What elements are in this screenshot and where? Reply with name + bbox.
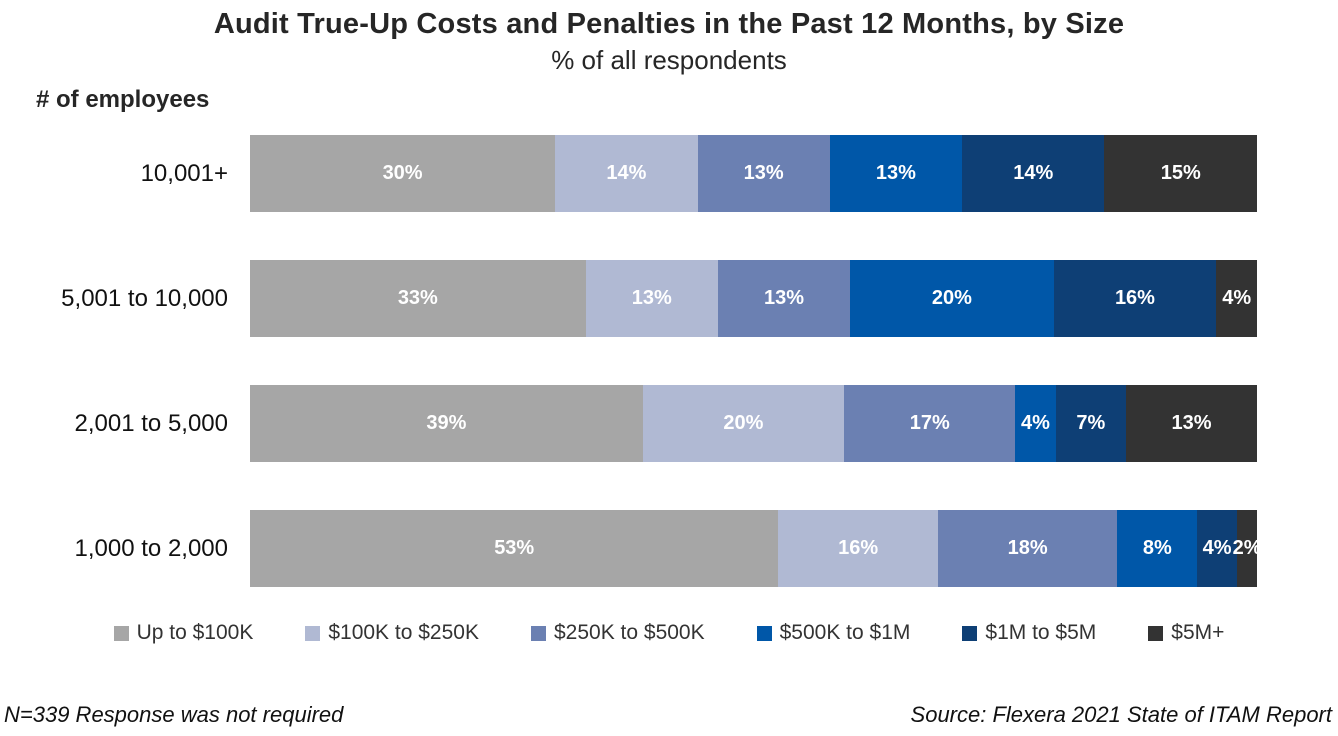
legend-swatch-icon bbox=[1148, 625, 1164, 641]
bar-segment: 13% bbox=[829, 135, 963, 212]
bar-segment: 4% bbox=[1197, 510, 1238, 587]
legend-item: Up to $100K bbox=[113, 621, 254, 645]
bar-segment: 13% bbox=[585, 260, 718, 337]
bar-row: 5,001 to 10,000 33% 13% 13% 20% 16% 4% bbox=[0, 260, 1338, 337]
chart-title: Audit True-Up Costs and Penalties in the… bbox=[213, 8, 1125, 40]
bar-track: 39% 20% 17% 4% 7% 13% bbox=[250, 385, 1257, 462]
chart-subtitle: % of all respondents bbox=[551, 45, 787, 75]
segment-value-label: 20% bbox=[723, 412, 764, 434]
row-label: 1,000 to 2,000 bbox=[74, 534, 228, 562]
segment-value-label: 2% bbox=[1232, 537, 1262, 559]
bar-segment: 7% bbox=[1055, 385, 1127, 462]
segment-value-label: 4% bbox=[1202, 537, 1232, 559]
segment-value-label: 14% bbox=[606, 162, 647, 184]
segment-value-label: 7% bbox=[1076, 412, 1106, 434]
bar-segment: 13% bbox=[1126, 385, 1257, 462]
segment-value-label: 13% bbox=[1171, 412, 1212, 434]
legend-label: Up to $100K bbox=[136, 621, 254, 644]
segment-value-label: 4% bbox=[1021, 412, 1050, 434]
bar-row: 1,000 to 2,000 53% 16% 18% 8% 4% 2% bbox=[0, 510, 1338, 587]
row-label: 5,001 to 10,000 bbox=[61, 284, 228, 312]
bar-segment: 14% bbox=[962, 135, 1105, 212]
legend-swatch-icon bbox=[756, 625, 772, 641]
legend-label: $100K to $250K bbox=[328, 621, 479, 644]
segment-value-label: 4% bbox=[1222, 287, 1252, 309]
category-axis-label: # of employees bbox=[36, 86, 210, 113]
bar-segment: 16% bbox=[1053, 260, 1217, 337]
segment-value-label: 8% bbox=[1142, 537, 1172, 559]
segment-value-label: 13% bbox=[875, 162, 916, 184]
bar-segment: 2% bbox=[1233, 510, 1261, 587]
segment-value-label: 16% bbox=[1114, 287, 1155, 309]
bar-segment: 4% bbox=[1015, 385, 1056, 462]
bar-track: 53% 16% 18% 8% 4% 2% bbox=[250, 510, 1261, 587]
segment-value-label: 13% bbox=[743, 162, 784, 184]
source-attribution: Source: Flexera 2021 State of ITAM Repor… bbox=[910, 702, 1332, 727]
bar-segment: 14% bbox=[555, 135, 698, 212]
bar-segment: 33% bbox=[250, 260, 586, 337]
legend-label: $500K to $1M bbox=[779, 621, 911, 644]
bar-segment: 13% bbox=[697, 135, 830, 212]
bar-track: 30% 14% 13% 13% 14% 15% bbox=[250, 135, 1258, 212]
bar-row: 10,001+ 30% 14% 13% 13% 14% 15% bbox=[0, 135, 1338, 212]
segment-value-label: 13% bbox=[764, 287, 805, 309]
legend-swatch-icon bbox=[530, 625, 546, 641]
row-label: 2,001 to 5,000 bbox=[74, 409, 228, 437]
legend-swatch-icon bbox=[962, 625, 978, 641]
segment-value-label: 33% bbox=[397, 287, 438, 309]
legend-item: $500K to $1M bbox=[756, 621, 911, 645]
bar-segment: 53% bbox=[250, 510, 779, 587]
bar-segment: 4% bbox=[1216, 260, 1258, 337]
bar-segment: 17% bbox=[844, 385, 1016, 462]
legend-item: $5M+ bbox=[1148, 621, 1224, 645]
segment-value-label: 16% bbox=[838, 537, 879, 559]
legend-label: $1M to $5M bbox=[985, 621, 1097, 644]
bar-segment: 15% bbox=[1104, 135, 1258, 212]
segment-value-label: 17% bbox=[909, 412, 950, 434]
stacked-bar-chart: 10,001+ 30% 14% 13% 13% 14% 15% 5,001 to 10,000… bbox=[0, 135, 1338, 587]
segment-value-label: 15% bbox=[1160, 162, 1201, 184]
legend-label: $250K to $500K bbox=[553, 621, 705, 644]
bar-segment: 30% bbox=[250, 135, 556, 212]
legend-swatch-icon bbox=[113, 625, 129, 641]
bar-row: 2,001 to 5,000 39% 20% 17% 4% 7% 13% bbox=[0, 385, 1338, 462]
segment-value-label: 30% bbox=[382, 162, 423, 184]
segment-value-label: 39% bbox=[426, 412, 467, 434]
segment-value-label: 14% bbox=[1013, 162, 1054, 184]
bar-segment: 16% bbox=[778, 510, 938, 587]
row-label: 10,001+ bbox=[140, 159, 228, 187]
segment-value-label: 18% bbox=[1007, 537, 1048, 559]
legend-item: $1M to $5M bbox=[962, 621, 1096, 645]
chart-legend: Up to $100K $100K to $250K $250K to $500K $… bbox=[0, 621, 1338, 645]
bar-segment: 18% bbox=[937, 510, 1118, 587]
legend-item: $250K to $500K bbox=[530, 621, 705, 645]
segment-value-label: 13% bbox=[631, 287, 672, 309]
chart-footer: N=339 Response was not required Source: … bbox=[0, 702, 1338, 728]
bar-segment: 20% bbox=[850, 260, 1054, 337]
bar-segment: 39% bbox=[250, 385, 643, 462]
legend-swatch-icon bbox=[305, 625, 321, 641]
legend-item: $100K to $250K bbox=[305, 621, 479, 645]
bar-segment: 13% bbox=[717, 260, 851, 337]
bar-track: 33% 13% 13% 20% 16% 4% bbox=[250, 260, 1258, 337]
bar-segment: 20% bbox=[642, 385, 845, 462]
bar-segment: 8% bbox=[1117, 510, 1198, 587]
segment-value-label: 20% bbox=[931, 287, 972, 309]
sample-size-footnote: N=339 Response was not required bbox=[4, 702, 344, 727]
legend-label: $5M+ bbox=[1171, 621, 1225, 644]
segment-value-label: 53% bbox=[494, 537, 535, 559]
